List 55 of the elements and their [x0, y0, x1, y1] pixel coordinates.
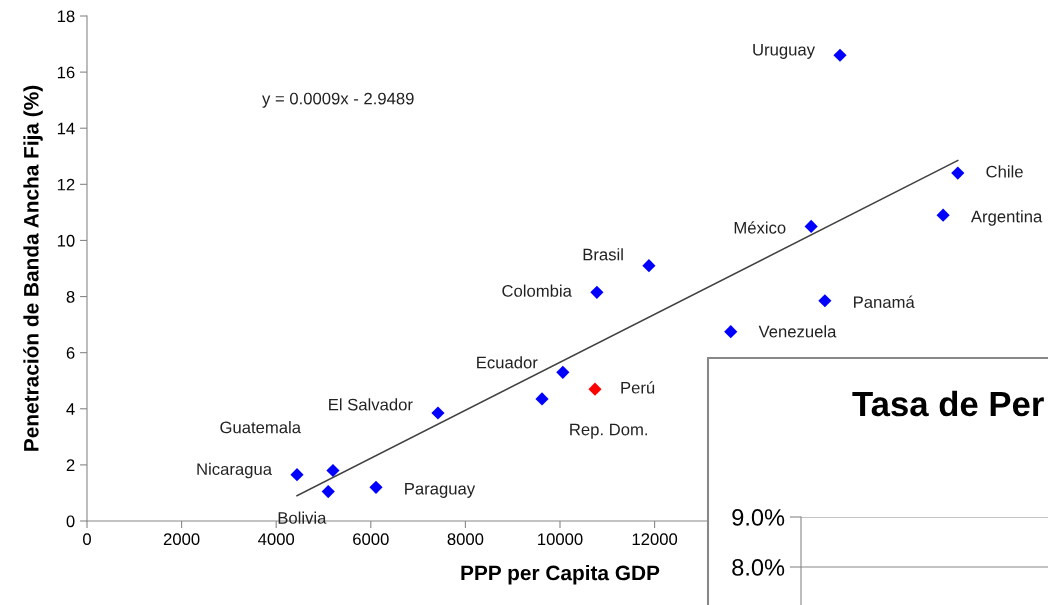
y-tick-label: 14 [57, 122, 75, 135]
y-tick-label: 8 [66, 290, 75, 303]
y-tick-label: 4 [66, 403, 75, 415]
data-label: Panamá [854, 295, 915, 309]
point [936, 208, 950, 222]
data-label: Chile [986, 165, 1023, 178]
x-tick-label: 2000 [163, 533, 200, 546]
data-label: Nicaragua [197, 462, 273, 479]
data-label: Perú [621, 381, 655, 394]
data-label: Venezuela [758, 325, 837, 338]
x-tick-label: 0 [83, 533, 91, 546]
y-tick-label: 9.0% [732, 509, 785, 526]
point [818, 294, 832, 308]
chart-title: Tasa de Per [852, 390, 1044, 417]
data-label: México [734, 221, 786, 234]
data-label: Paraguay [405, 482, 476, 498]
data-label: Brasil [583, 248, 623, 261]
x-tick-label: 6000 [353, 533, 389, 546]
data-label: El Salvador [329, 398, 413, 411]
y-tick-label: 10 [57, 234, 75, 247]
point [833, 48, 847, 62]
y-tick-label: 2 [66, 459, 75, 471]
y-tick-label: 0 [66, 515, 75, 528]
data-label: Colombia [502, 284, 572, 297]
point [326, 463, 340, 478]
point [724, 325, 738, 339]
point [642, 259, 656, 273]
data-label: Guatemala [220, 421, 302, 434]
x-tick-label: 10000 [538, 533, 583, 546]
x-axis-title: PPP per Capita GDP [461, 565, 660, 585]
point [804, 219, 818, 233]
point [535, 392, 549, 406]
x-tick-label: 4000 [258, 533, 295, 546]
x-tick-label: 12000 [632, 533, 678, 546]
data-label: Rep. Dom. [570, 423, 647, 439]
point [321, 484, 335, 499]
point [590, 285, 604, 299]
data-label: Ecuador [477, 356, 538, 369]
y-tick-label: 16 [57, 66, 75, 79]
data-label: Bolivia [278, 511, 327, 524]
y-tick-label: 8.0% [732, 559, 785, 576]
y-tick-label: 18 [57, 10, 75, 23]
point [588, 382, 602, 396]
point [431, 406, 445, 420]
y-tick-label: 12 [57, 178, 75, 191]
point [369, 480, 383, 494]
point [951, 166, 965, 180]
y-tick-label: 6 [66, 347, 75, 359]
data-label: Uruguay [753, 43, 815, 59]
point [290, 468, 304, 482]
annotation: y = 0.0009x - 2.9489 [262, 92, 414, 108]
y-axis-title: Penetración de Banda Ancha Fija (%) [23, 85, 43, 451]
data-label: Argentina [970, 210, 1043, 226]
point [556, 365, 570, 379]
x-tick-label: 8000 [447, 533, 484, 546]
